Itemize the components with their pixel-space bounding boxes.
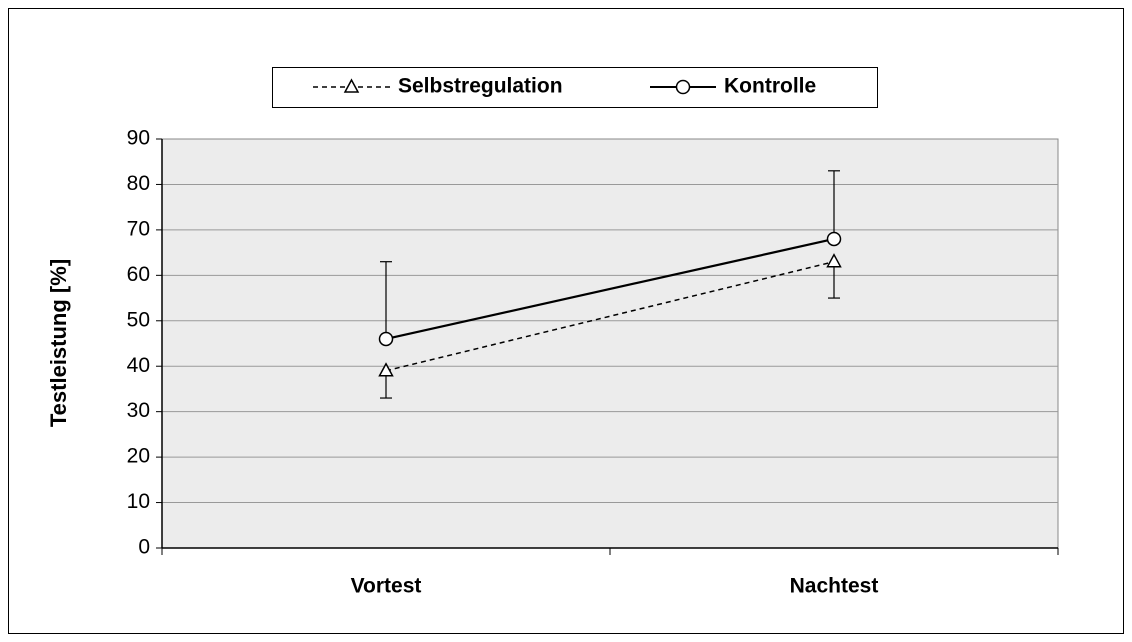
y-tick-label: 90 [127,127,150,150]
y-axis-title: Testleistung [%] [46,259,71,427]
y-tick-label: 30 [127,399,150,422]
legend [272,67,878,108]
y-tick-label: 60 [127,263,150,286]
marker [826,231,842,247]
y-tick-label: 70 [127,217,150,240]
y-tick-label: 20 [127,445,150,468]
x-tick-label: Nachtest [790,575,879,598]
y-tick-label: 10 [127,490,150,513]
series-line [385,260,835,372]
series-line [385,237,835,341]
marker [378,331,394,347]
y-tick-label: 40 [127,354,150,377]
y-tick-label: 0 [138,536,150,559]
legend-label: Selbstregulation [398,75,563,98]
y-tick-label: 80 [127,172,150,195]
marker [378,362,394,377]
marker [826,253,842,268]
legend-marker [675,79,691,95]
x-tick-label: Vortest [351,575,422,598]
plot-area [161,138,1059,549]
legend-marker [343,78,360,93]
y-tick-label: 50 [127,308,150,331]
legend-label: Kontrolle [724,75,816,98]
